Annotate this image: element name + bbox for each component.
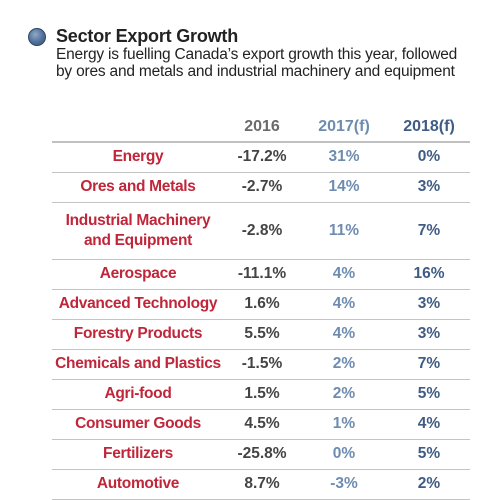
value-2016: 8.7%: [244, 475, 280, 492]
sector-label: Agri-food: [104, 385, 172, 402]
value-2017f: 4%: [332, 265, 356, 282]
sector-label: Ores and Metals: [80, 178, 196, 195]
value-2016: -2.7%: [241, 178, 283, 195]
value-2018f: 3%: [417, 325, 441, 342]
header-2018f: 2018(f): [403, 118, 455, 135]
export-growth-table: 2016 2017(f) 2018(f) Energy -17.2% 31% 0% Or…: [52, 113, 470, 500]
sector-label: Aerospace: [99, 265, 177, 282]
value-2016: 1.6%: [244, 295, 280, 312]
table-row: Energy -17.2% 31% 0%: [52, 142, 470, 172]
value-2018f: 3%: [417, 178, 441, 195]
value-2018f: 5%: [417, 385, 441, 402]
header-2017f: 2017(f): [318, 118, 370, 135]
header-sector: [52, 113, 224, 142]
table-row: Fertilizers -25.8% 0% 5%: [52, 439, 470, 469]
value-2018f: 16%: [413, 265, 445, 282]
table-header-row: 2016 2017(f) 2018(f): [52, 113, 470, 142]
value-2018f: 7%: [417, 221, 441, 239]
value-2018f: 0%: [417, 148, 441, 166]
value-2016: -1.5%: [241, 355, 283, 372]
value-2017f: 14%: [328, 178, 360, 195]
sector-label: Industrial Machinery and Equipment: [65, 211, 211, 249]
value-2018f: 4%: [417, 415, 441, 432]
table-row: Aerospace -11.1% 4% 16%: [52, 259, 470, 289]
table-row: Forestry Products 5.5% 4% 3%: [52, 319, 470, 349]
value-2016: 5.5%: [244, 325, 280, 342]
table-row: Consumer Goods 4.5% 1% 4%: [52, 409, 470, 439]
value-2018f: 2%: [417, 475, 441, 492]
value-2016: -17.2%: [237, 148, 287, 166]
table-row: Automotive 8.7% -3% 2%: [52, 469, 470, 499]
header-2016: 2016: [244, 118, 280, 135]
sector-label: Automotive: [96, 475, 180, 492]
value-2017f: 31%: [328, 148, 360, 166]
value-2017f: 1%: [332, 415, 356, 432]
value-2017f: 2%: [332, 355, 356, 372]
sector-label: Fertilizers: [103, 445, 173, 462]
value-2017f: 2%: [332, 385, 356, 402]
sector-label: Energy: [112, 148, 164, 166]
value-2016: 1.5%: [244, 385, 280, 402]
value-2017f: 4%: [332, 325, 356, 342]
sector-label: Advanced Technology: [58, 295, 218, 312]
table-row: Ores and Metals -2.7% 14% 3%: [52, 172, 470, 202]
sector-label: Forestry Products: [73, 325, 203, 342]
value-2017f: 0%: [332, 445, 356, 462]
value-2016: -25.8%: [237, 445, 287, 462]
table-row: Agri-food 1.5% 2% 5%: [52, 379, 470, 409]
value-2018f: 7%: [417, 355, 441, 372]
table-row: Advanced Technology 1.6% 4% 3%: [52, 289, 470, 319]
table-row: Chemicals and Plastics -1.5% 2% 7%: [52, 349, 470, 379]
value-2017f: 11%: [328, 221, 360, 239]
sector-label: Consumer Goods: [75, 415, 201, 432]
value-2017f: -3%: [330, 475, 358, 492]
table-body: Energy -17.2% 31% 0% Ores and Metals -2.7% 14%…: [52, 142, 470, 499]
value-2016: 4.5%: [244, 415, 280, 432]
circle-bullet-icon: [28, 28, 46, 46]
table-row: Industrial Machinery and Equipment -2.8% 1…: [52, 202, 470, 259]
sector-label: Chemicals and Plastics: [55, 355, 221, 372]
chart-title: Sector Export Growth: [56, 26, 239, 46]
value-2016: -2.8%: [241, 221, 283, 239]
value-2017f: 4%: [332, 295, 356, 312]
value-2018f: 5%: [417, 445, 441, 462]
value-2018f: 3%: [417, 295, 441, 312]
value-2016: -11.1%: [237, 265, 287, 282]
chart-subtitle: Energy is fuelling Canada’s export growt…: [56, 46, 458, 80]
